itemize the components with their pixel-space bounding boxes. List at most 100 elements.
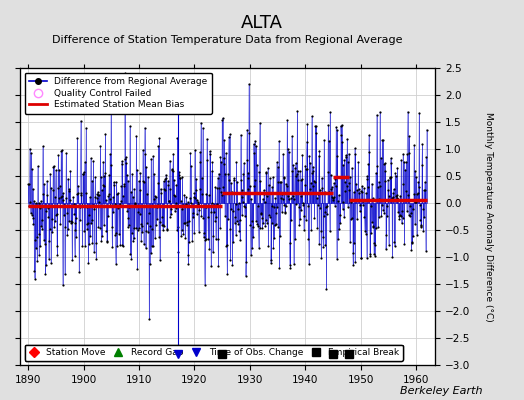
Point [216,189,225,195]
Point [395,213,403,220]
Point [340,214,348,220]
Point [112,178,121,185]
Point [176,175,184,182]
Point [163,182,172,188]
Point [210,202,219,208]
Point [50,218,59,224]
Point [320,188,329,195]
Point [224,216,232,222]
Point [397,213,405,219]
Point [84,260,93,266]
Point [219,184,227,190]
Point [190,230,198,236]
Point [268,184,276,190]
Point [135,211,144,218]
Point [303,120,312,127]
Point [278,196,287,202]
Point [260,191,268,198]
Point [146,250,155,256]
Point [411,199,420,205]
Point [42,178,51,184]
Point [358,183,366,190]
Point [421,186,429,193]
Point [256,178,265,184]
Point [352,197,361,204]
Point [188,203,196,209]
Point [344,159,352,165]
Point [61,194,70,201]
Point [162,226,171,232]
Point [109,209,117,215]
Point [316,187,324,194]
Point [176,174,184,181]
Point [101,130,110,137]
Point [276,233,284,239]
Point [204,192,213,199]
Point [81,190,90,197]
Point [107,162,116,168]
Point [52,211,61,217]
Point [57,148,66,154]
Point [258,196,267,202]
Point [125,204,134,210]
Point [215,185,224,191]
Point [196,119,205,126]
Point [270,203,278,210]
Point [101,170,109,176]
Point [64,176,72,182]
Point [389,194,397,200]
Point [417,223,425,229]
Point [260,199,269,205]
Point [305,152,313,159]
Point [365,149,374,156]
Point [350,189,358,196]
Point [56,221,64,227]
Point [174,249,182,255]
Point [397,157,406,163]
Point [69,201,78,207]
Point [132,225,140,231]
Point [405,133,413,140]
Point [379,160,388,167]
Point [357,255,366,262]
Point [252,217,260,224]
Point [223,271,232,278]
Point [300,213,309,219]
Point [94,188,102,195]
Point [380,209,388,216]
Point [192,187,200,194]
Point [360,214,368,220]
Point [35,231,43,238]
Point [152,204,161,210]
Point [116,198,125,204]
Point [66,168,74,174]
Point [245,81,253,87]
Point [211,184,220,190]
Point [81,159,89,166]
Point [170,208,179,214]
Point [374,178,383,185]
Point [37,222,46,229]
Point [262,169,270,175]
Point [227,180,236,186]
Point [290,165,299,171]
Point [302,165,310,172]
Point [318,175,326,181]
Point [100,182,108,189]
Point [195,186,204,193]
Point [365,132,373,139]
Point [134,227,143,233]
Point [368,195,377,202]
Point [105,196,114,202]
Point [119,183,128,189]
Point [357,254,365,261]
Point [158,222,167,228]
Point [363,176,372,182]
Point [287,217,295,224]
Point [177,198,185,204]
Point [416,216,424,223]
Point [59,197,68,204]
Point [310,178,318,184]
Point [127,189,135,195]
Point [351,259,359,265]
